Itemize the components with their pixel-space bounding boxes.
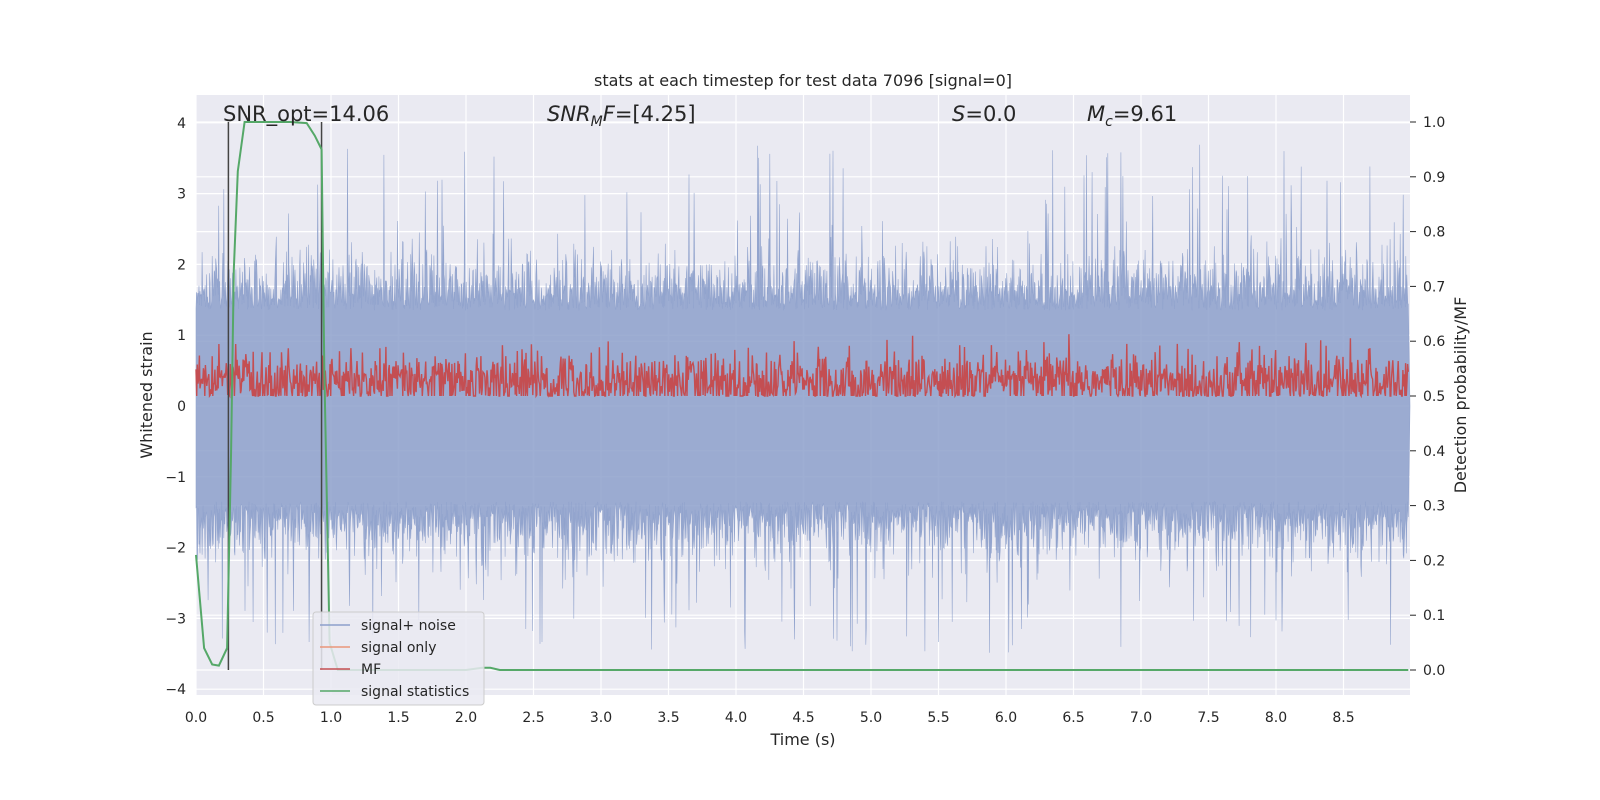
y-tick-label: 1 bbox=[177, 328, 186, 344]
y2-tick-label: 0.6 bbox=[1423, 334, 1445, 350]
x-tick-label: 4.0 bbox=[725, 710, 747, 726]
x-tick-label: 2.0 bbox=[455, 710, 477, 726]
legend-label-mf: MF bbox=[361, 662, 381, 678]
y2-tick-label: 0.3 bbox=[1423, 499, 1445, 515]
y-tick-label: 3 bbox=[177, 187, 186, 203]
x-tick-label: 5.0 bbox=[860, 710, 882, 726]
legend: signal+ noise signal only MF signal stat… bbox=[312, 611, 485, 706]
annotations: SNR_opt=14.06 SNRMF=[4.25] S=0.0 Mc=9.61 bbox=[223, 102, 1177, 130]
x-tick-label: 5.5 bbox=[927, 710, 949, 726]
x-tick-label: 1.5 bbox=[387, 710, 409, 726]
annotation-snr-opt: SNR_opt=14.06 bbox=[223, 102, 389, 127]
y-tick-label: −1 bbox=[165, 470, 186, 486]
signal-statistics-line bbox=[195, 121, 1409, 671]
legend-label-signal-noise: signal+ noise bbox=[361, 618, 456, 634]
y2-tick-label: 0.8 bbox=[1423, 225, 1445, 241]
legend-item-signal-noise: signal+ noise bbox=[320, 618, 456, 634]
legend-item-mf: MF bbox=[320, 662, 381, 678]
y2-tick-label: 0.2 bbox=[1423, 553, 1445, 569]
y2-ticks: 1.0 0.9 0.8 0.7 0.6 0.5 0.4 0.3 0.2 0.1 0.0 bbox=[1410, 115, 1445, 679]
x-tick-label: 7.0 bbox=[1130, 710, 1152, 726]
x-tick-label: 0.5 bbox=[252, 710, 274, 726]
signal-noise-series bbox=[195, 144, 1411, 653]
y2-tick-label: 0.9 bbox=[1423, 170, 1445, 186]
x-tick-label: 3.5 bbox=[657, 710, 679, 726]
x-tick-label: 2.5 bbox=[522, 710, 544, 726]
chart-title: stats at each timestep for test data 709… bbox=[594, 71, 1012, 90]
y-ticks: 4 3 2 1 0 −1 −2 −3 −4 bbox=[165, 116, 186, 698]
mf-series bbox=[195, 334, 1409, 399]
y2-tick-label: 0.0 bbox=[1423, 663, 1445, 679]
annotation-s: S=0.0 bbox=[952, 102, 1016, 126]
x-tick-label: 7.5 bbox=[1197, 710, 1219, 726]
mf-line bbox=[195, 334, 1409, 399]
annotation-snr-mf: SNRMF=[4.25] bbox=[547, 102, 696, 130]
y2-tick-label: 0.1 bbox=[1423, 608, 1445, 624]
legend-label-signal-statistics: signal statistics bbox=[361, 684, 469, 700]
y2-axis-label: Detection probability/MF bbox=[1451, 297, 1470, 494]
y-tick-label: −3 bbox=[165, 611, 186, 627]
x-tick-label: 0.0 bbox=[185, 710, 207, 726]
y-tick-label: −2 bbox=[165, 541, 186, 557]
legend-box bbox=[312, 611, 485, 706]
y-tick-label: 0 bbox=[177, 399, 186, 415]
x-ticks: 0.0 0.5 1.0 1.5 2.0 2.5 3.0 3.5 4.0 4.5 5.0 5.5 6.0 6… bbox=[185, 710, 1355, 726]
y2-tick-label: 1.0 bbox=[1423, 115, 1445, 131]
x-tick-label: 1.0 bbox=[320, 710, 342, 726]
y-tick-label: 4 bbox=[177, 116, 186, 132]
y-tick-label: −4 bbox=[165, 682, 186, 698]
x-tick-label: 3.0 bbox=[590, 710, 612, 726]
y2-tick-label: 0.7 bbox=[1423, 279, 1445, 295]
x-tick-label: 6.5 bbox=[1062, 710, 1084, 726]
signal-noise-line bbox=[195, 144, 1411, 653]
annotation-mc: Mc=9.61 bbox=[1087, 102, 1177, 130]
x-tick-label: 8.0 bbox=[1265, 710, 1287, 726]
x-tick-label: 6.0 bbox=[995, 710, 1017, 726]
x-tick-label: 8.5 bbox=[1332, 710, 1354, 726]
x-tick-label: 4.5 bbox=[792, 710, 814, 726]
y2-tick-label: 0.5 bbox=[1423, 389, 1445, 405]
y-axis-label: Whitened strain bbox=[137, 331, 156, 458]
legend-item-signal-only: signal only bbox=[320, 640, 436, 656]
signal-statistics-series bbox=[195, 121, 1409, 671]
y-tick-label: 2 bbox=[177, 257, 186, 273]
y2-tick-label: 0.4 bbox=[1423, 444, 1445, 460]
legend-label-signal-only: signal only bbox=[361, 640, 436, 656]
x-axis-label: Time (s) bbox=[769, 730, 835, 749]
legend-item-signal-statistics: signal statistics bbox=[320, 684, 469, 700]
